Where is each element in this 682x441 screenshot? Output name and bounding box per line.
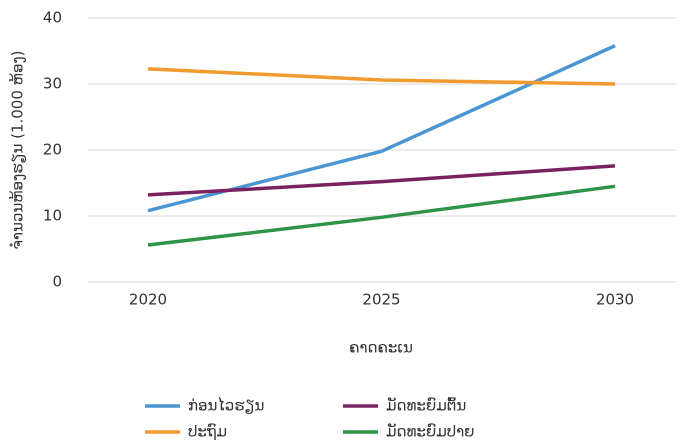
y-tick-label: 30 (43, 75, 62, 93)
legend-label: ມັດທະຍົມຕົ້ນ (386, 395, 466, 414)
line (147, 67, 616, 86)
y-tick-label: 40 (43, 9, 62, 27)
x-tick-label: 2030 (596, 291, 634, 309)
x-axis-label: ຄາດຄະເນ (349, 339, 413, 357)
legend-label: ກ່ອນໄວຮຽນ (188, 396, 264, 415)
y-tick-label: 20 (43, 141, 62, 159)
x-tick-label: 2020 (129, 291, 167, 309)
x-tick-label: 2025 (362, 291, 400, 309)
line (147, 164, 616, 197)
legend-label: ປະຖົມ (188, 422, 227, 441)
line (147, 184, 616, 247)
y-tick-label: 0 (52, 273, 62, 291)
y-axis-label: ຈຳນວນຫ້ອງຮຽນ (1.000 ຫ້ອງ) (7, 50, 26, 249)
legend-label: ມັດທະຍົມປາຍ (386, 421, 475, 440)
y-tick-label: 10 (43, 207, 62, 225)
